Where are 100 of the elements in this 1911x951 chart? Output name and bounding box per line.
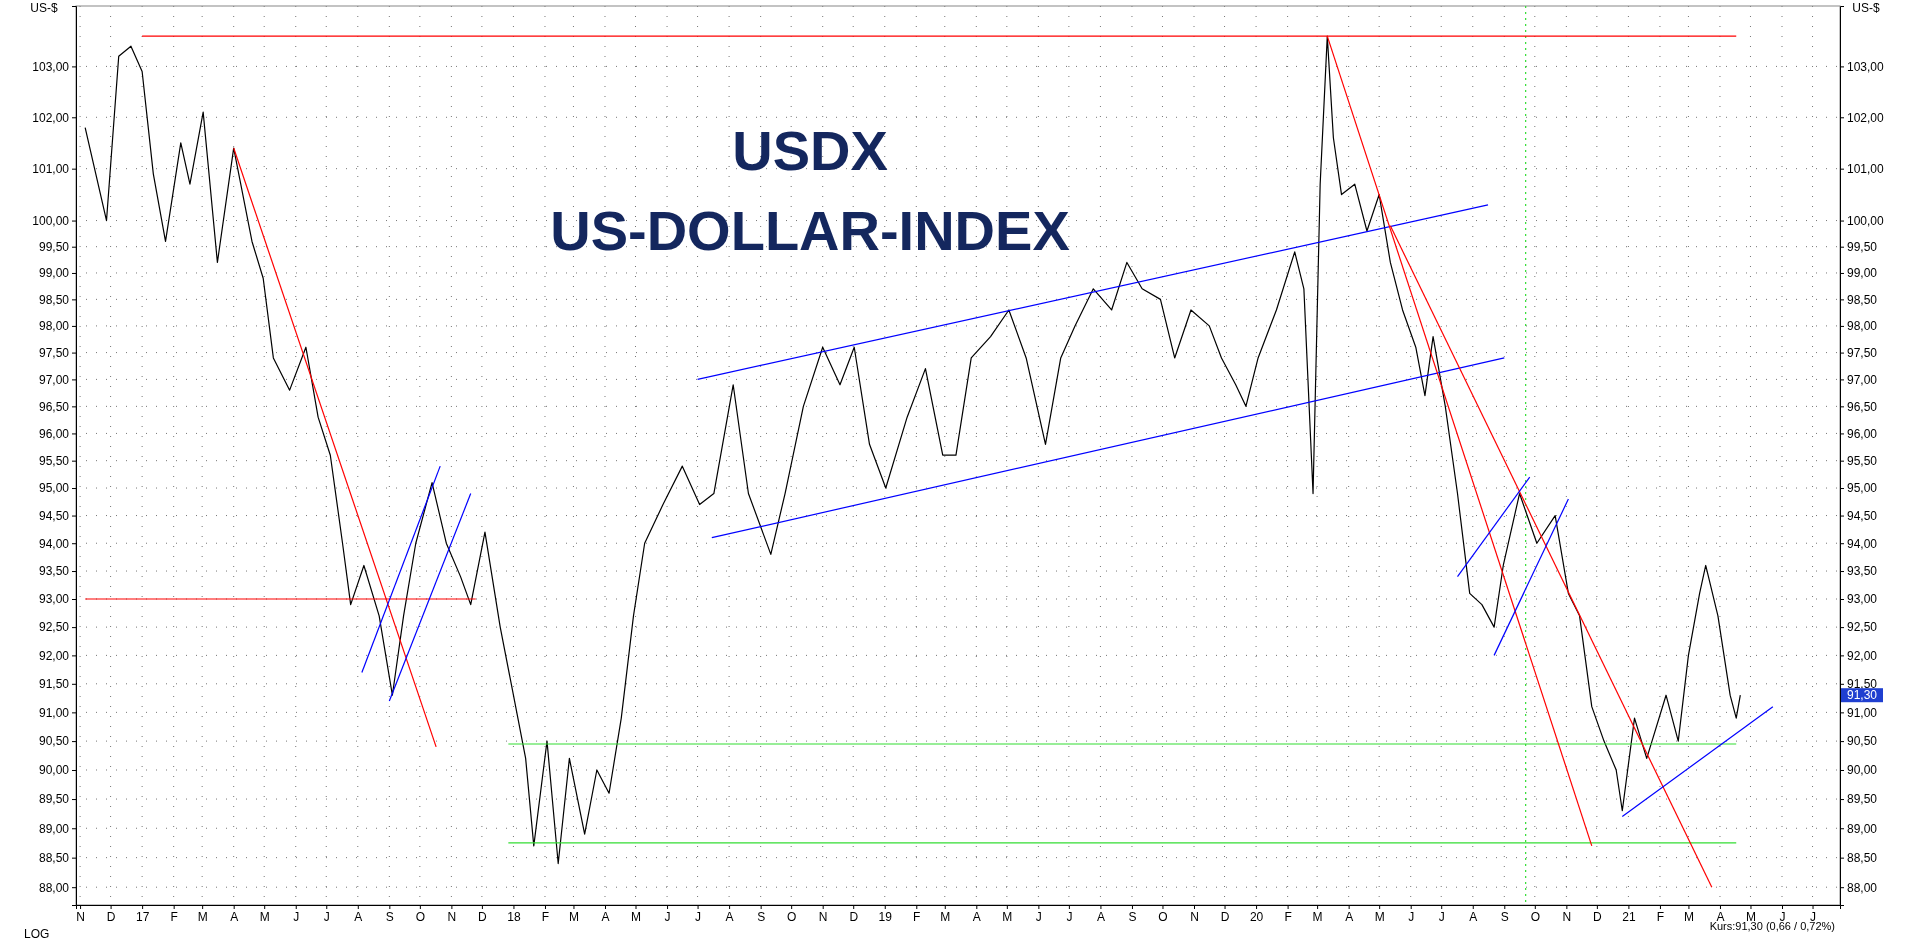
- x-tick-label: M: [940, 909, 951, 924]
- y-tick-label: 95,50: [1847, 454, 1878, 469]
- x-tick-label: J: [1408, 909, 1415, 924]
- text: 99,50: [38, 240, 69, 255]
- x-tick-label: D: [478, 909, 488, 924]
- text: 89,50: [38, 792, 69, 807]
- text: 98,00: [38, 319, 69, 334]
- x-tick-label: N: [818, 909, 828, 924]
- text: 93,50: [38, 564, 69, 579]
- x-tick-label: M: [197, 909, 208, 924]
- x-tick-label: F: [913, 909, 921, 924]
- text: 91,50: [38, 677, 69, 692]
- text: 93,00: [38, 592, 69, 607]
- x-tick-label: N: [1562, 909, 1572, 924]
- text: 89,00: [38, 821, 69, 836]
- y-tick-label: 96,50: [1847, 399, 1878, 414]
- text: 88,00: [38, 880, 69, 895]
- y-tick-label: 95,00: [1847, 481, 1878, 496]
- text: US-DOLLAR-INDEX: [550, 199, 1070, 262]
- y-tick-label: 92,50: [1847, 620, 1878, 635]
- x-tick-label: F: [1284, 909, 1292, 924]
- text: 95,00: [38, 481, 69, 496]
- y-tick-label: 93,00: [1847, 592, 1878, 607]
- y-tick-label: 90,00: [1847, 763, 1878, 778]
- x-tick-label: J: [323, 909, 330, 924]
- y2-axis-title: US-$: [1852, 1, 1880, 15]
- y-tick-label: 96,00: [1847, 426, 1878, 441]
- x-tick-label: M: [568, 909, 579, 924]
- x-tick-label: 19: [878, 909, 893, 924]
- x-tick-label: A: [1469, 909, 1478, 924]
- y-tick-label: 88,50: [1847, 850, 1878, 865]
- x-tick-label: A: [1345, 909, 1354, 924]
- text: 94,50: [38, 508, 69, 523]
- text: 94,00: [38, 536, 69, 551]
- x-tick-label: O: [1158, 909, 1168, 924]
- text: 97,00: [38, 372, 69, 387]
- x-tick-label: M: [259, 909, 270, 924]
- x-tick-label: A: [972, 909, 981, 924]
- y-tick-label: 94,00: [1847, 536, 1878, 551]
- text: 103,00: [32, 59, 69, 74]
- y-axis-title: US-$: [30, 1, 58, 15]
- x-tick-label: O: [786, 909, 797, 924]
- x-tick-label: 20: [1249, 909, 1264, 924]
- text: 102,00: [32, 110, 69, 125]
- text: 88,50: [38, 850, 69, 865]
- x-tick-label: M: [1312, 909, 1323, 924]
- x-tick-label: S: [1128, 909, 1137, 924]
- text: 95,50: [38, 454, 69, 469]
- text: 96,50: [38, 399, 69, 414]
- x-tick-label: S: [1500, 909, 1509, 924]
- x-tick-label: 21: [1622, 909, 1636, 924]
- x-tick-label: J: [1066, 909, 1073, 924]
- x-tick-label: F: [1656, 909, 1665, 924]
- y-tick-label: 102,00: [1847, 110, 1885, 125]
- y-tick-label: 88,00: [1847, 880, 1878, 895]
- y-tick-label: 97,00: [1847, 372, 1878, 387]
- y-tick-label: 98,50: [1847, 292, 1878, 307]
- x-tick-label: A: [601, 909, 610, 924]
- x-tick-label: A: [354, 909, 363, 924]
- x-tick-label: S: [757, 909, 766, 924]
- text: 90,00: [38, 763, 69, 778]
- y-tick-label: 101,00: [1847, 162, 1885, 176]
- y-tick-label: 98,00: [1847, 319, 1878, 334]
- y-tick-label: 89,50: [1847, 792, 1878, 807]
- y-tick-label: 99,50: [1847, 240, 1878, 255]
- text: 91,00: [38, 705, 69, 720]
- x-tick-label: D: [849, 909, 859, 924]
- x-tick-label: J: [293, 909, 300, 924]
- x-tick-label: O: [1530, 909, 1540, 924]
- x-tick-label: 17: [135, 909, 150, 924]
- x-tick-label: M: [1683, 909, 1694, 924]
- text: 97,50: [38, 345, 69, 360]
- x-tick-label: S: [385, 909, 394, 924]
- text: 92,00: [38, 648, 69, 663]
- x-tick-label: A: [230, 909, 239, 924]
- text: 98,50: [38, 292, 69, 307]
- y-tick-label: 94,50: [1847, 508, 1878, 523]
- x-tick-label: D: [106, 909, 116, 924]
- x-tick-label: M: [1002, 909, 1013, 924]
- x-tick-label: J: [695, 909, 702, 924]
- x-tick-label: A: [1096, 909, 1105, 924]
- text: 92,50: [38, 620, 69, 635]
- x-tick-label: M: [1374, 909, 1385, 924]
- text: 96,00: [38, 426, 69, 441]
- y-tick-label: 93,50: [1847, 564, 1878, 579]
- x-tick-label: D: [1220, 909, 1230, 924]
- x-tick-label: J: [1035, 909, 1042, 924]
- y-tick-label: 103,00: [1847, 59, 1885, 74]
- x-tick-label: A: [725, 909, 734, 924]
- text: 101,00: [32, 162, 69, 176]
- x-tick-label: M: [631, 909, 642, 924]
- x-tick-label: N: [1190, 909, 1199, 924]
- y-tick-label: 99,00: [1847, 266, 1878, 281]
- x-tick-label: J: [664, 909, 671, 924]
- text: 90,50: [38, 734, 69, 749]
- y-tick-label: 91,00: [1847, 705, 1878, 720]
- x-tick-label: 18: [507, 909, 521, 924]
- text: USDX: [732, 119, 888, 182]
- text: LOG: [24, 927, 50, 941]
- x-tick-label: N: [76, 909, 85, 924]
